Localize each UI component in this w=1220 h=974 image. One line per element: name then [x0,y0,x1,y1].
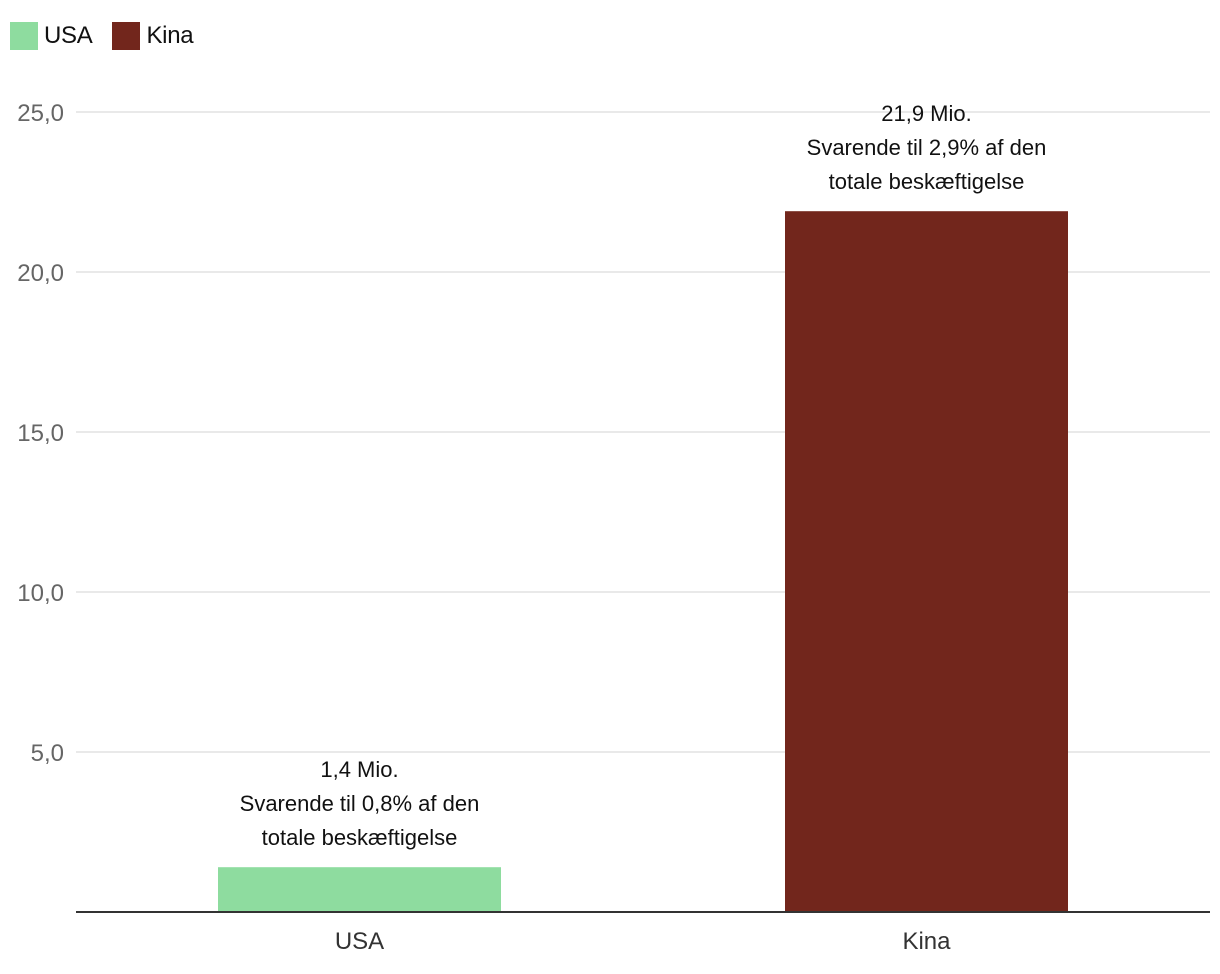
y-tick-label: 10,0 [17,580,64,607]
data-label-usa: 1,4 Mio. [320,757,398,782]
x-axis-categories: USA Kina [335,928,951,955]
bar-kina [785,211,1068,912]
y-tick-label: 25,0 [17,100,64,127]
x-tick-label-kina: Kina [902,928,951,955]
y-tick-label: 20,0 [17,260,64,287]
legend-item-usa: USA [10,22,93,50]
data-label-kina: Svarende til 2,9% af den [807,135,1047,160]
legend-item-kina: Kina [112,22,194,50]
data-labels: 1,4 Mio. Svarende til 0,8% af den totale b… [240,101,1047,850]
legend-swatch-usa [10,22,38,50]
legend-label-usa: USA [44,22,93,49]
data-label-kina: 21,9 Mio. [881,101,972,126]
legend-swatch-kina [112,22,141,50]
data-label-usa: Svarende til 0,8% af den [240,791,480,816]
data-label-kina: totale beskæftigelse [829,169,1025,194]
y-axis-ticks: 5,0 10,0 15,0 20,0 25,0 [17,100,64,767]
x-tick-label-usa: USA [335,928,384,955]
data-label-usa: totale beskæftigelse [262,825,458,850]
legend-label-kina: Kina [146,22,194,49]
bars [218,211,1068,912]
bar-usa [218,867,501,912]
y-tick-label: 15,0 [17,420,64,447]
y-tick-label: 5,0 [31,740,64,767]
chart-legend: USA Kina [10,22,213,50]
